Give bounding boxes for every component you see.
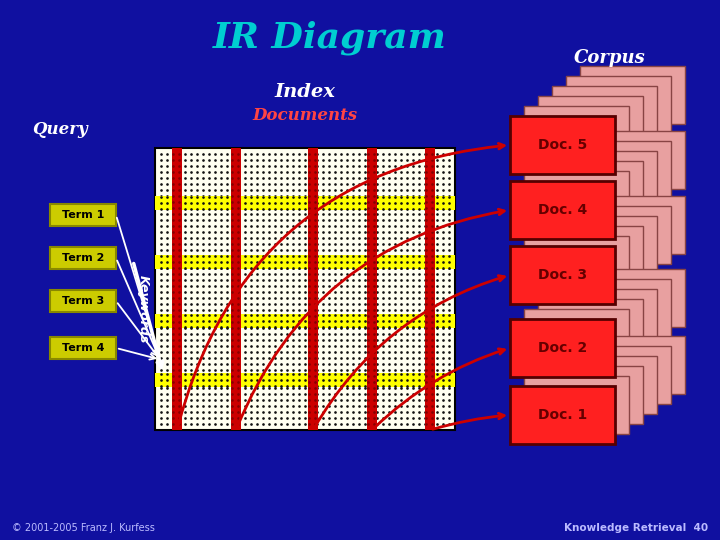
Bar	[538, 96, 643, 154]
Bar	[367, 148, 377, 430]
Bar	[552, 151, 657, 209]
Text: Corpus: Corpus	[574, 49, 646, 67]
Bar	[524, 106, 629, 164]
Bar	[566, 76, 671, 134]
FancyBboxPatch shape	[50, 337, 116, 359]
Text: Keywords: Keywords	[137, 275, 150, 343]
Bar	[524, 171, 629, 229]
Text: Term 3: Term 3	[62, 296, 104, 306]
Bar	[155, 314, 455, 328]
Text: Query: Query	[32, 122, 88, 138]
Bar	[580, 131, 685, 189]
Bar	[510, 116, 615, 174]
Bar	[155, 148, 455, 430]
Bar	[538, 366, 643, 424]
Bar	[552, 216, 657, 274]
Bar	[552, 289, 657, 347]
Text: Index: Index	[274, 83, 336, 101]
Text: Term 2: Term 2	[62, 253, 104, 263]
Text: Doc. 5: Doc. 5	[538, 138, 587, 152]
FancyBboxPatch shape	[50, 290, 116, 312]
Bar	[308, 148, 318, 430]
Bar	[524, 309, 629, 367]
Bar	[580, 196, 685, 254]
Text: IR Diagram: IR Diagram	[213, 21, 447, 55]
Text: Doc. 4: Doc. 4	[538, 203, 587, 217]
Bar	[566, 346, 671, 404]
Bar	[510, 246, 615, 304]
Bar	[566, 206, 671, 264]
Text: Knowledge Retrieval  40: Knowledge Retrieval 40	[564, 523, 708, 533]
Bar	[580, 269, 685, 327]
Bar	[510, 386, 615, 444]
Bar	[155, 373, 455, 387]
Bar	[580, 66, 685, 124]
Bar	[155, 255, 455, 269]
Text: Doc. 3: Doc. 3	[538, 268, 587, 282]
Text: Term 1: Term 1	[62, 210, 104, 220]
Bar	[172, 148, 182, 430]
Bar	[510, 181, 615, 239]
Text: Doc. 1: Doc. 1	[538, 408, 587, 422]
FancyBboxPatch shape	[50, 247, 116, 269]
Bar	[231, 148, 241, 430]
Bar	[538, 226, 643, 284]
Bar	[580, 336, 685, 394]
Bar	[538, 299, 643, 357]
Bar	[425, 148, 435, 430]
Text: Term 4: Term 4	[62, 343, 104, 353]
Text: © 2001-2005 Franz J. Kurfess: © 2001-2005 Franz J. Kurfess	[12, 523, 155, 533]
Bar	[524, 236, 629, 294]
Bar	[566, 141, 671, 199]
Text: Doc. 2: Doc. 2	[538, 341, 587, 355]
Bar	[524, 376, 629, 434]
Text: Documents: Documents	[253, 106, 358, 124]
Bar	[552, 86, 657, 144]
Bar	[155, 196, 455, 210]
Bar	[510, 319, 615, 377]
FancyBboxPatch shape	[50, 204, 116, 226]
Bar	[538, 161, 643, 219]
Bar	[552, 356, 657, 414]
Bar	[566, 279, 671, 337]
